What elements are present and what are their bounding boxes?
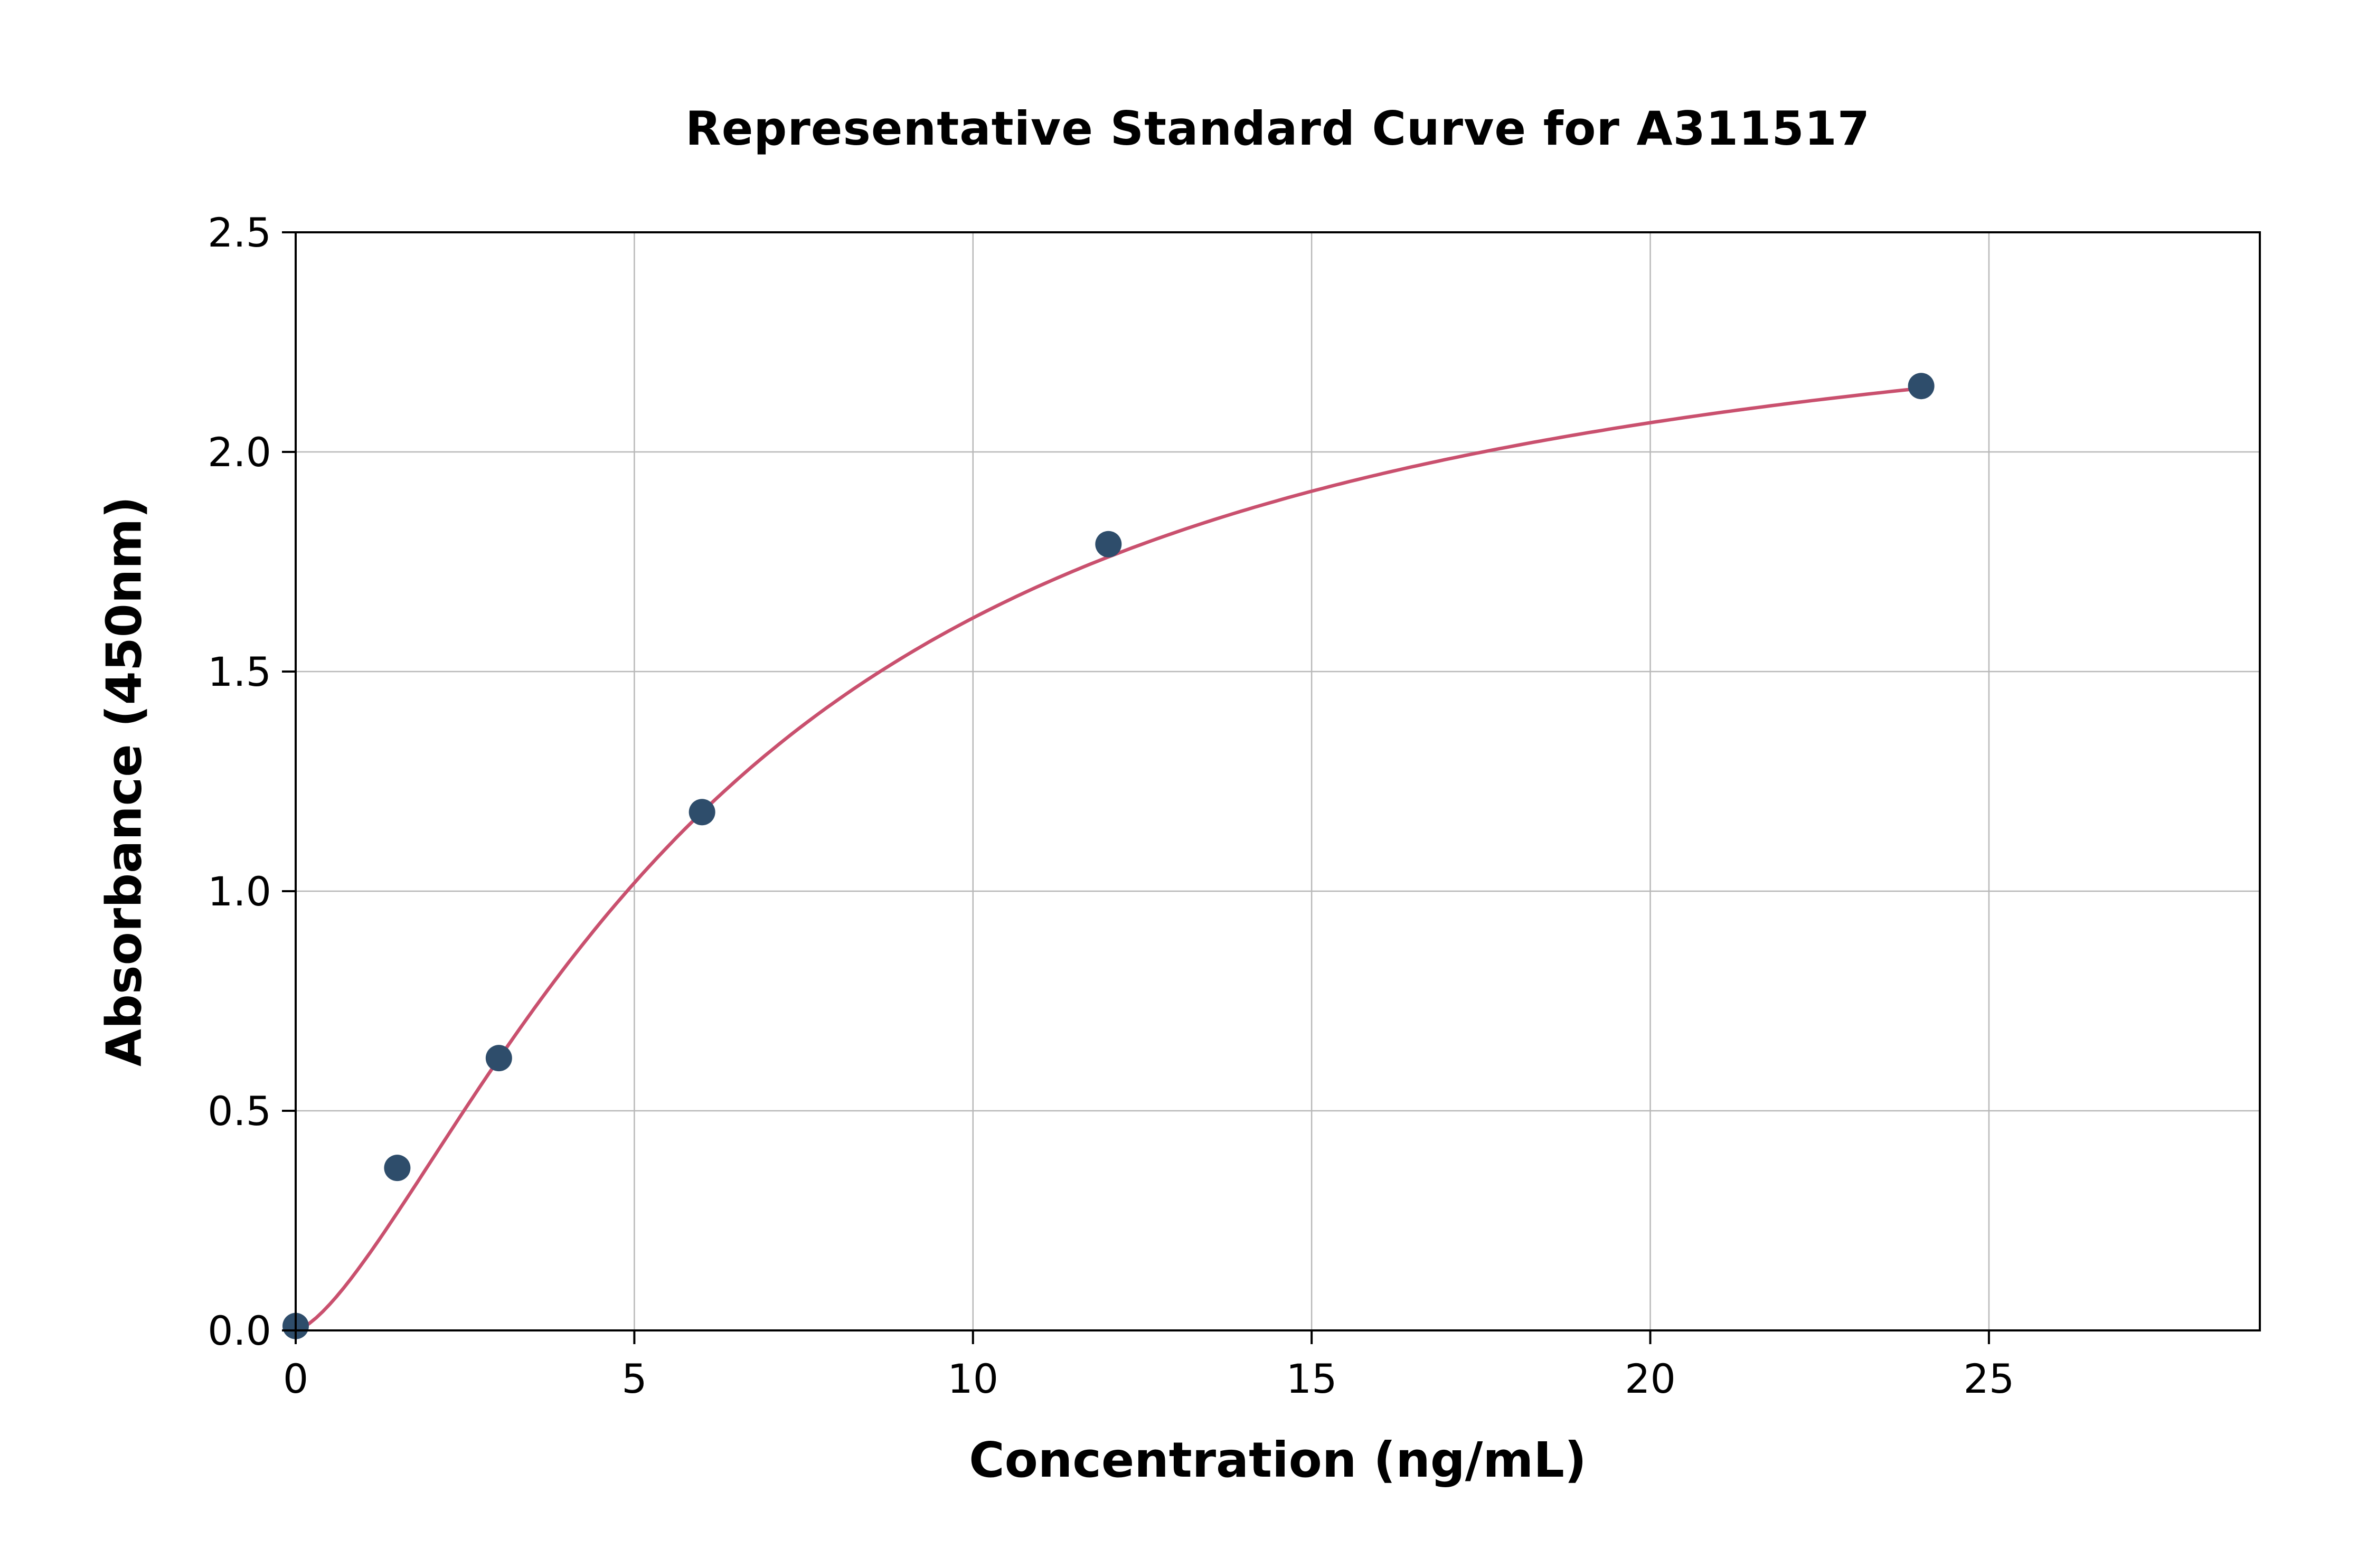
x-axis-label: Concentration (ng/mL)	[969, 1432, 1587, 1488]
data-point	[1095, 531, 1122, 558]
y-tick-label: 1.5	[208, 648, 271, 695]
y-tick-label: 2.5	[208, 209, 271, 256]
x-tick-label: 20	[1625, 1355, 1676, 1402]
data-point	[1908, 373, 1935, 400]
x-tick-label: 5	[621, 1355, 647, 1402]
y-tick-label: 0.5	[208, 1088, 271, 1135]
axes-spines	[295, 231, 2261, 1331]
y-tick-label: 1.0	[208, 868, 271, 915]
data-point	[689, 799, 715, 826]
x-tick-label: 10	[947, 1355, 998, 1402]
y-tick-label: 2.0	[208, 429, 271, 476]
fit-curve	[294, 385, 1930, 1333]
data-point	[485, 1045, 512, 1072]
y-tick-label: 0.0	[208, 1307, 271, 1354]
data-point	[384, 1155, 411, 1182]
x-tick-label: 0	[283, 1355, 308, 1402]
x-tick-label: 15	[1286, 1355, 1337, 1402]
chart-title: Representative Standard Curve for A31151…	[685, 101, 1871, 156]
x-tick-label: 25	[1964, 1355, 2015, 1402]
